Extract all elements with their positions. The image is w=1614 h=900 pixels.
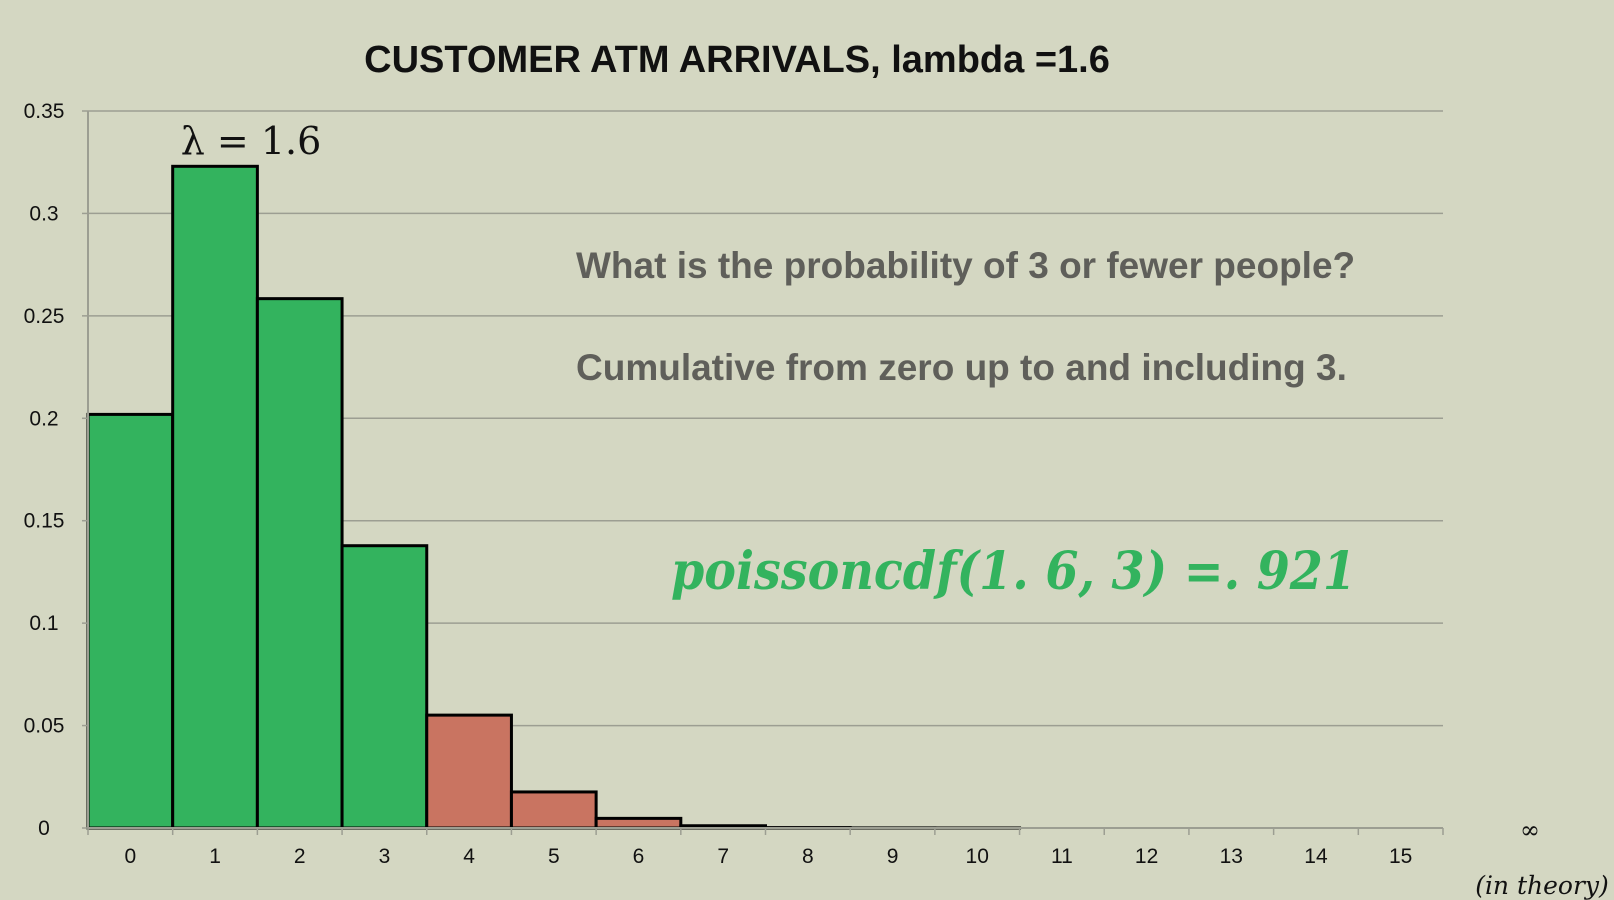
tick-labels: 00.050.10.150.20.250.30.350 1 2 3 4 5 6 7 8 9 10 11…: [24, 100, 1413, 868]
x-tick-label: 1: [209, 845, 221, 868]
x-tick-label: 5: [548, 845, 560, 868]
x-tick-label: 13: [1220, 845, 1243, 868]
x-tick-label: 0: [125, 845, 137, 868]
y-tick-label: 0.2: [29, 407, 58, 430]
y-tick-label: 0.15: [24, 510, 65, 533]
x-tick-label: 15: [1389, 845, 1412, 868]
question-text: What is the probability of 3 or fewer pe…: [576, 245, 1355, 286]
y-tick-label: 0.1: [29, 612, 58, 635]
poissoncdf-formula: poissoncdf(1. 6, 3) =. 921: [671, 541, 1356, 602]
infinity-symbol: ∞: [1520, 816, 1540, 844]
x-tick-label: 2: [294, 845, 306, 868]
bar-4: [425, 713, 513, 830]
y-tick-label: 0.05: [24, 715, 65, 738]
x-tick-label: 12: [1135, 845, 1158, 868]
x-tick-label: 6: [633, 845, 645, 868]
x-tick-label: 14: [1304, 845, 1328, 868]
x-tick-label: 4: [463, 845, 475, 868]
y-tick-label: 0.35: [24, 100, 65, 123]
bar-1: [171, 164, 259, 830]
bar-0: [86, 412, 175, 830]
x-tick-label: 8: [802, 845, 814, 868]
explanation-text: Cumulative from zero up to and including…: [576, 347, 1347, 388]
x-tick-label: 10: [966, 845, 989, 868]
bar-3: [340, 544, 429, 830]
lambda-label: λ = 1.6: [181, 119, 322, 163]
bar-5: [509, 790, 598, 830]
bar-2: [255, 297, 344, 830]
bar-6: [594, 816, 683, 830]
y-tick-label: 0.3: [29, 202, 58, 225]
x-tick-label: 9: [887, 845, 899, 868]
chart-title: CUSTOMER ATM ARRIVALS, lambda =1.6: [364, 39, 1110, 81]
y-tick-label: 0.25: [24, 305, 65, 328]
y-tick-label: 0: [38, 817, 50, 840]
in-theory-note: (in theory): [1475, 871, 1609, 900]
x-tick-label: 3: [379, 845, 391, 868]
x-tick-label: 11: [1051, 845, 1073, 868]
x-tick-label: 7: [717, 845, 729, 868]
bars: [86, 164, 1022, 830]
axes: [82, 110, 1444, 835]
